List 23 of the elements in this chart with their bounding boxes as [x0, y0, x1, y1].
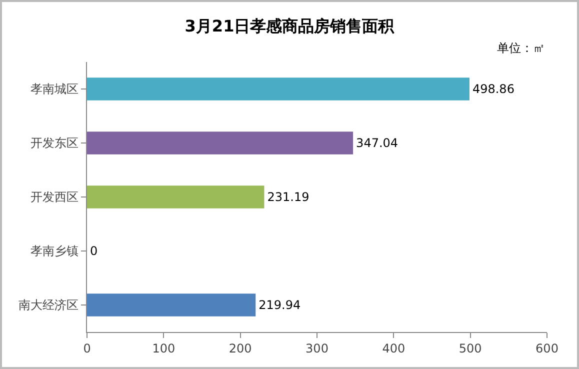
- x-tick-label: 200: [228, 341, 252, 356]
- x-tick-label: 100: [152, 341, 176, 356]
- y-tick-label: 开发东区: [30, 136, 79, 150]
- y-tick-label: 南大经济区: [18, 298, 79, 312]
- x-tick-label: 500: [458, 341, 482, 356]
- x-tick-label: 300: [306, 341, 328, 356]
- data-label: 231.19: [267, 190, 310, 204]
- x-tick-label: 0: [83, 341, 91, 356]
- data-label: 219.94: [258, 298, 301, 312]
- bar: [87, 132, 354, 154]
- y-tick-label: 孝南乡镇: [30, 244, 79, 258]
- x-tick-label: 400: [382, 341, 406, 356]
- y-tick-label: 孝南城区: [30, 82, 79, 96]
- data-label: 498.86: [472, 82, 514, 96]
- bar: [87, 186, 264, 208]
- chart-title: 3月21日孝感商品房销售面积: [184, 16, 396, 36]
- text: 单位：㎡: [497, 41, 545, 55]
- x-tick-label: 600: [536, 341, 558, 356]
- bar: [87, 78, 470, 100]
- bar: [87, 294, 256, 316]
- y-tick-label: 开发西区: [30, 190, 79, 204]
- data-label: 347.04: [356, 136, 398, 150]
- data-label: 0: [90, 244, 98, 258]
